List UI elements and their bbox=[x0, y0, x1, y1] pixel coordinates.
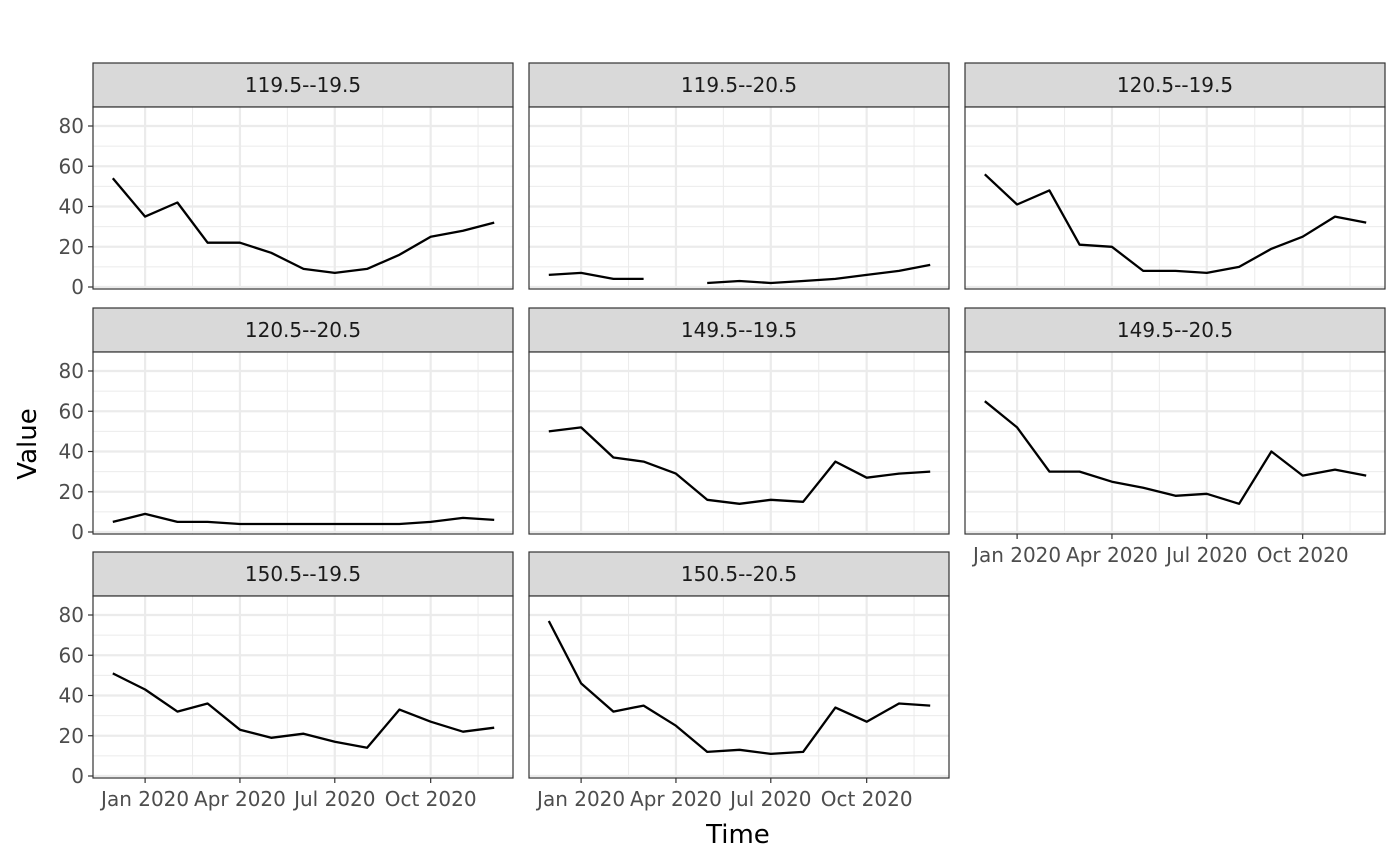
facet-strip bbox=[92, 307, 514, 353]
y-axis-title: Value bbox=[13, 408, 43, 479]
panel-background bbox=[965, 352, 1385, 534]
series-line bbox=[984, 400, 1367, 505]
facet-strip-label: 149.5--19.5 bbox=[681, 318, 797, 342]
series-line bbox=[548, 271, 644, 281]
facet-panel: 119.5--20.5 bbox=[528, 62, 950, 290]
x-tick-label: Apr 2020 bbox=[1066, 543, 1158, 567]
facet-panel: 150.5--19.5 0 20 40 60 80 Jan 2020 Apr 2020 Jul … bbox=[59, 551, 514, 811]
y-tick-label: 60 bbox=[59, 399, 84, 423]
facet-panel: 120.5--20.5 0 20 40 60 80 bbox=[59, 307, 514, 544]
panel-background bbox=[93, 352, 513, 534]
panel-border bbox=[528, 351, 950, 535]
x-tick-label: Oct 2020 bbox=[1257, 543, 1349, 567]
y-tick-label: 40 bbox=[59, 684, 84, 708]
y-tick-label: 0 bbox=[71, 764, 84, 788]
series-line bbox=[111, 177, 495, 275]
series-line bbox=[112, 672, 495, 749]
y-tick-label: 20 bbox=[59, 235, 84, 259]
panel-background bbox=[529, 107, 949, 289]
panel-background bbox=[529, 596, 949, 778]
x-tick-label: Jul 2020 bbox=[728, 787, 811, 811]
x-tick-label: Oct 2020 bbox=[385, 787, 477, 811]
panel-border bbox=[964, 351, 1386, 535]
x-tick-label: Jul 2020 bbox=[292, 787, 375, 811]
x-tick-label: Jan 2020 bbox=[99, 787, 189, 811]
y-tick-label: 40 bbox=[59, 195, 84, 219]
y-tick-label: 80 bbox=[59, 603, 84, 627]
y-tick-label: 80 bbox=[59, 359, 84, 383]
panel-border bbox=[92, 595, 514, 779]
facet-strip-label: 120.5--19.5 bbox=[1117, 73, 1233, 97]
facet-strip bbox=[92, 551, 514, 597]
y-tick-label: 0 bbox=[71, 520, 84, 544]
panel-background bbox=[93, 107, 513, 289]
y-tick-label: 0 bbox=[71, 275, 84, 299]
series-line bbox=[547, 620, 931, 756]
x-axis-title: Time bbox=[705, 820, 770, 850]
y-tick-label: 20 bbox=[59, 724, 84, 748]
facet-strip-label: 119.5--19.5 bbox=[245, 73, 361, 97]
facet-strip bbox=[964, 62, 1386, 108]
facet-strip bbox=[528, 551, 950, 597]
x-tick-label: Oct 2020 bbox=[821, 787, 913, 811]
series-line bbox=[984, 173, 1367, 275]
series-line bbox=[548, 426, 931, 505]
x-tick-label: Jan 2020 bbox=[535, 787, 625, 811]
y-tick-label: 60 bbox=[59, 643, 84, 667]
y-tick-label: 20 bbox=[59, 480, 84, 504]
x-tick-label: Apr 2020 bbox=[630, 787, 722, 811]
facet-strip-label: 150.5--20.5 bbox=[681, 562, 797, 586]
facet-strip bbox=[964, 307, 1386, 353]
series-line bbox=[112, 512, 495, 526]
facet-panel: 150.5--20.5 Jan 2020 Apr 2020 Jul 2020 Oct 2… bbox=[528, 551, 950, 811]
panel-border bbox=[964, 106, 1386, 290]
panel-background bbox=[529, 352, 949, 534]
facet-strip bbox=[528, 307, 950, 353]
panel-border bbox=[528, 595, 950, 779]
panel-background bbox=[93, 596, 513, 778]
facet-panel: 119.5--19.5 0 20 40 60 80 bbox=[59, 62, 514, 299]
panel-border bbox=[92, 351, 514, 535]
facet-panel: 149.5--19.5 bbox=[528, 307, 950, 535]
series-line bbox=[707, 263, 931, 285]
x-tick-label: Apr 2020 bbox=[194, 787, 286, 811]
panel-background bbox=[965, 107, 1385, 289]
y-tick-label: 40 bbox=[59, 440, 84, 464]
facet-panel: 120.5--19.5 bbox=[964, 62, 1386, 290]
facet-strip bbox=[92, 62, 514, 108]
panel-border bbox=[528, 106, 950, 290]
x-tick-label: Jan 2020 bbox=[971, 543, 1061, 567]
panel-border bbox=[92, 106, 514, 290]
facet-strip-label: 120.5--20.5 bbox=[245, 318, 361, 342]
facet-strip-label: 149.5--20.5 bbox=[1117, 318, 1233, 342]
facet-strip bbox=[528, 62, 950, 108]
y-tick-label: 60 bbox=[59, 154, 84, 178]
y-tick-label: 80 bbox=[59, 114, 84, 138]
facet-panels: 119.5--19.5 0 20 40 60 80 119.5--20.5 120.5--19… bbox=[59, 62, 1386, 811]
facet-strip-label: 119.5--20.5 bbox=[681, 73, 797, 97]
x-tick-label: Jul 2020 bbox=[1164, 543, 1247, 567]
facet-strip-label: 150.5--19.5 bbox=[245, 562, 361, 586]
facet-panel: 149.5--20.5 Jan 2020 Apr 2020 Jul 2020 Oct 2… bbox=[964, 307, 1386, 567]
